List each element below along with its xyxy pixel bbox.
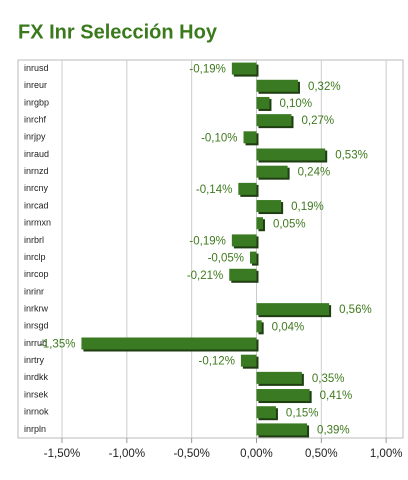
bar <box>256 79 298 92</box>
category-label: inrsek <box>24 389 49 399</box>
bar <box>256 165 288 178</box>
category-label: inrusd <box>24 63 49 73</box>
bar <box>256 389 310 402</box>
x-tick-label: 0,50% <box>305 448 338 460</box>
bar <box>256 406 276 419</box>
bar <box>231 62 257 75</box>
category-label: inrkrw <box>24 304 48 314</box>
category-label: inraud <box>24 149 49 159</box>
bar <box>238 182 257 195</box>
category-label: inreur <box>24 80 47 90</box>
value-label: -0,21% <box>187 270 223 282</box>
category-label: inrnok <box>24 407 49 417</box>
bar <box>256 200 282 213</box>
bar <box>256 96 270 109</box>
x-tick-label: -0,50% <box>173 448 209 460</box>
bar <box>256 148 326 161</box>
category-label: inrtry <box>24 355 44 365</box>
bar <box>256 423 308 436</box>
bar <box>231 234 257 247</box>
category-label: inrchf <box>24 115 47 125</box>
value-label: -1,35% <box>39 339 75 351</box>
bar <box>256 371 302 384</box>
value-label: -0,12% <box>198 356 234 368</box>
value-label: 0,41% <box>320 390 353 402</box>
plot-frame <box>17 59 404 439</box>
category-label: inrinr <box>24 286 44 296</box>
category-label: inrgbp <box>24 97 49 107</box>
value-label: 0,56% <box>339 304 372 316</box>
value-label: 0,05% <box>273 218 306 230</box>
value-label: -0,19% <box>189 235 225 247</box>
category-label: inrnzd <box>24 166 49 176</box>
bar <box>256 303 330 316</box>
x-tick-label: -1,50% <box>44 448 80 460</box>
x-tick-label: 0,00% <box>240 448 273 460</box>
category-label: inrpln <box>24 424 46 434</box>
bar <box>256 114 292 127</box>
x-tick-label: 1,00% <box>370 448 403 460</box>
value-label: -0,05% <box>208 253 244 265</box>
bar <box>243 131 257 144</box>
value-label: 0,27% <box>301 115 334 127</box>
value-label: 0,24% <box>298 167 331 179</box>
category-label: inrsgd <box>24 321 49 331</box>
category-label: inrrub <box>24 338 47 348</box>
value-label: 0,10% <box>279 98 312 110</box>
category-label: inrdkk <box>24 372 49 382</box>
value-label: 0,19% <box>291 201 324 213</box>
category-label: inrcad <box>24 200 49 210</box>
bar <box>256 217 263 230</box>
chart-title: FX Inr Selección Hoy <box>18 21 218 43</box>
category-label: inrbrl <box>24 235 44 245</box>
value-label: 0,32% <box>308 81 341 93</box>
category-label: inrjpy <box>24 132 46 142</box>
bar <box>240 354 257 367</box>
category-label: inrcny <box>24 183 49 193</box>
value-label: 0,35% <box>312 373 345 385</box>
category-label: inrmxn <box>24 218 51 228</box>
value-label: -0,14% <box>196 184 232 196</box>
bar <box>229 268 257 281</box>
x-tick-label: -1,00% <box>109 448 145 460</box>
value-label: -0,10% <box>201 132 237 144</box>
bar <box>250 251 257 264</box>
category-label: inrcop <box>24 269 49 279</box>
category-label: inrclp <box>24 252 46 262</box>
value-label: 0,15% <box>286 407 319 419</box>
value-label: 0,53% <box>335 150 368 162</box>
value-label: -0,19% <box>189 64 225 76</box>
bar <box>81 337 257 350</box>
bar <box>256 320 262 333</box>
value-label: 0,04% <box>272 321 305 333</box>
value-label: 0,39% <box>317 424 350 436</box>
